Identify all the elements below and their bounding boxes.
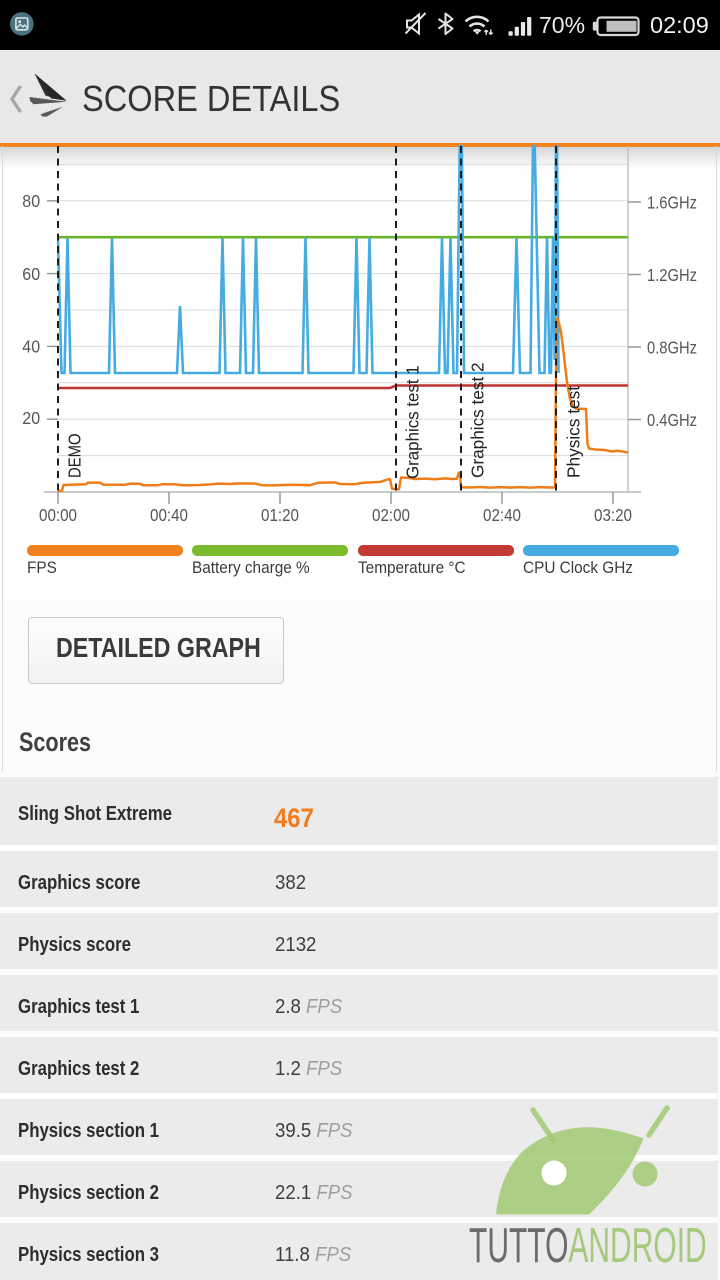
svg-text:Graphics test 2: Graphics test 2	[468, 362, 488, 478]
svg-text:80: 80	[22, 191, 40, 211]
svg-text:0.8GHz: 0.8GHz	[647, 338, 697, 358]
svg-text:03:20: 03:20	[594, 505, 632, 525]
svg-text:1.2GHz: 1.2GHz	[647, 265, 697, 285]
svg-text:00:40: 00:40	[150, 505, 188, 525]
svg-text:02:00: 02:00	[372, 505, 410, 525]
svg-text:DEMO: DEMO	[65, 434, 85, 479]
svg-text:Physics test: Physics test	[564, 386, 584, 478]
svg-text:0.4GHz: 0.4GHz	[647, 410, 697, 430]
svg-text:60: 60	[22, 264, 40, 284]
svg-text:01:20: 01:20	[261, 505, 299, 525]
svg-text:40: 40	[22, 337, 40, 357]
svg-text:20: 20	[22, 408, 40, 428]
svg-text:1.6GHz: 1.6GHz	[647, 193, 697, 213]
svg-text:Graphics test 1: Graphics test 1	[403, 365, 423, 479]
svg-text:00:00: 00:00	[39, 505, 77, 525]
svg-text:02:40: 02:40	[483, 505, 521, 525]
